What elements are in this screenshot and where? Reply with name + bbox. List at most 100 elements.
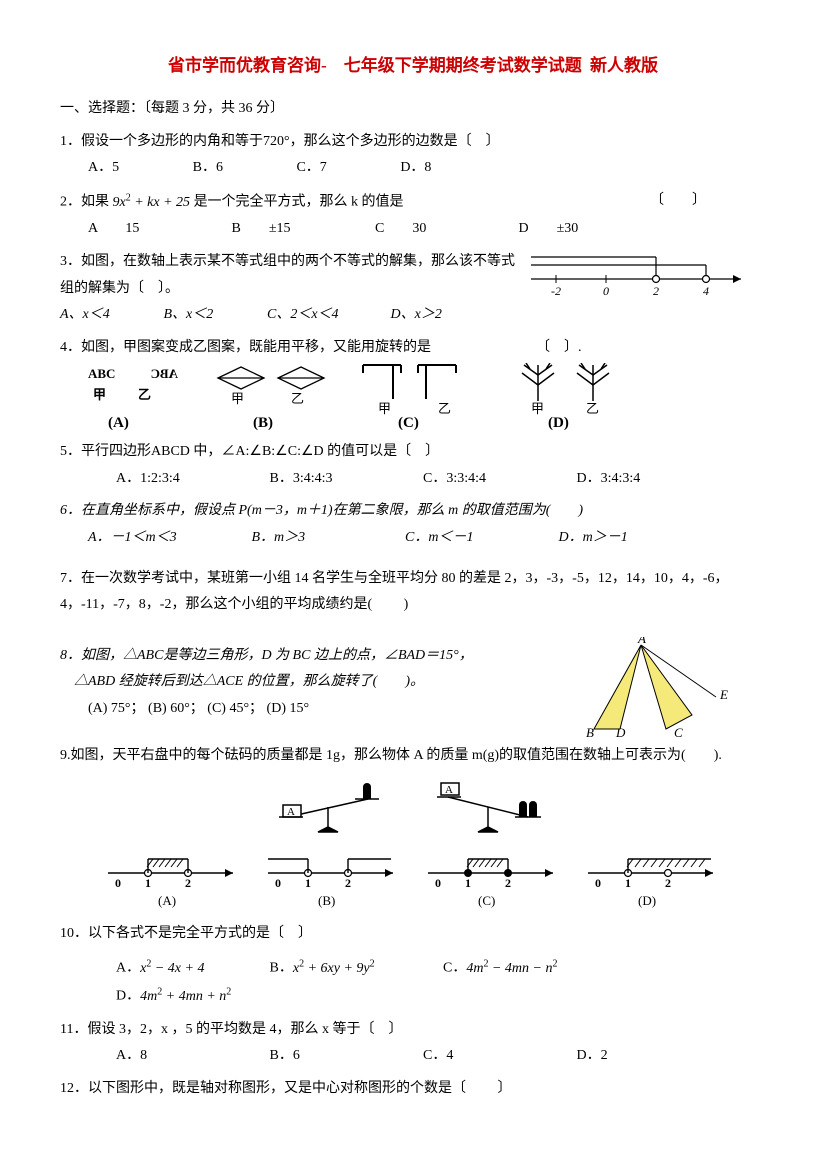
svg-text:A: A	[637, 637, 646, 646]
q6-text: 6．在直角坐标系中，假设点 P(m－3，m＋1)在第二象限，那么 m 的取值范围…	[60, 498, 766, 525]
q3-options: A、x＜4 B、x＜2 C、2＜x＜4 D、x＞2	[60, 302, 766, 329]
q3-opt-b: B、x＜2	[164, 302, 264, 329]
q5-opt-a: A．1:2:3:4	[116, 466, 266, 493]
q3-opt-d: D、x＞2	[391, 302, 491, 329]
svg-text:0: 0	[435, 876, 441, 890]
svg-text:-2: -2	[551, 284, 561, 297]
q6-options: A．－1＜m＜3 B．m＞3 C．m＜－1 D．m＞－1	[60, 525, 766, 552]
question-6: 6．在直角坐标系中，假设点 P(m－3，m＋1)在第二象限，那么 m 的取值范围…	[60, 498, 766, 551]
q5-opt-c: C．3:3:4:4	[423, 466, 573, 493]
q2-opt-a: A 15	[88, 216, 228, 243]
q6-opt-d: D．m＞－1	[559, 525, 679, 552]
q2-expr: 9x2 + kx + 25	[113, 195, 191, 210]
q5-text: 5．平行四边形ABCD 中，∠A:∠B:∠C:∠D 的值可以是〔 〕	[60, 439, 766, 466]
q4-text: 4．如图，甲图案变成乙图案，既能用平移，又能用旋转的是 〔 〕.	[60, 335, 766, 362]
q11-opt-a: A．8	[116, 1043, 266, 1070]
svg-text:甲: 甲	[378, 401, 391, 416]
q2-paren: 〔 〕	[650, 188, 706, 215]
svg-text:D: D	[615, 725, 626, 737]
q11-opt-c: C．4	[423, 1043, 573, 1070]
question-2: 2．如果 9x2 + kx + 25 是一个完全平方式，那么 k 的值是 〔 〕…	[60, 188, 766, 243]
q10-opt-b: B．x2 + 6xy + 9y2	[270, 954, 440, 982]
svg-text:B: B	[586, 725, 594, 737]
q1-opt-d: D．8	[400, 155, 431, 182]
svg-text:E: E	[719, 687, 728, 702]
q5-options: A．1:2:3:4 B．3:4:4:3 C．3:3:4:4 D．3:4:3:4	[60, 466, 766, 493]
svg-text:(C): (C)	[478, 893, 495, 908]
q12-text: 12．以下图形中，既是轴对称图形，又是中心对称图形的个数是〔 〕	[60, 1076, 766, 1103]
question-12: 12．以下图形中，既是轴对称图形，又是中心对称图形的个数是〔 〕	[60, 1076, 766, 1103]
svg-text:0: 0	[115, 876, 121, 890]
q11-opt-d: D．2	[577, 1043, 697, 1070]
svg-text:2: 2	[665, 876, 671, 890]
question-1: 1．假设一个多边形的内角和等于720°，那么这个多边形的边数是〔 〕 A．5 B…	[60, 129, 766, 182]
svg-text:A: A	[287, 806, 295, 818]
q3-opt-a: A、x＜4	[60, 302, 160, 329]
svg-text:乙: 乙	[438, 401, 451, 416]
q2-opt-d: D ±30	[519, 216, 659, 243]
svg-text:甲: 甲	[531, 401, 544, 416]
q11-text: 11．假设 3，2，x ，5 的平均数是 4，那么 x 等于〔 〕	[60, 1017, 766, 1044]
q6-opt-b: B．m＞3	[252, 525, 402, 552]
q7-line2: 4，-11，-7，8，-2，那么这个小组的平均成绩约是( )	[60, 592, 766, 619]
q1-options: A．5 B．6 C．7 D．8	[88, 155, 766, 182]
q10-opt-d: D．4m2 + 4mn + n2	[116, 982, 266, 1010]
q9-text: 9.如图，天平右盘中的每个砝码的质量都是 1g，那么物体 A 的质量 m(g)的…	[60, 743, 766, 770]
svg-text:甲: 甲	[93, 387, 106, 402]
q2-suffix: 是一个完全平方式，那么 k 的值是	[194, 195, 404, 210]
q3-opt-c: C、2＜x＜4	[267, 302, 387, 329]
svg-text:ABC: ABC	[151, 366, 178, 381]
q2-prefix: 2．如果	[60, 195, 109, 210]
svg-text:乙: 乙	[586, 401, 599, 416]
q10-options: A．x2 − 4x + 4 B．x2 + 6xy + 9y2 C．4m2 − 4…	[60, 954, 766, 1011]
q8-figure: A B D C E	[556, 637, 736, 737]
question-9: 9.如图，天平右盘中的每个砝码的质量都是 1g，那么物体 A 的质量 m(g)的…	[60, 743, 766, 916]
question-7: 7．在一次数学考试中，某班第一小组 14 名学生与全班平均分 80 的差是 2，…	[60, 566, 766, 619]
q11-options: A．8 B．6 C．4 D．2	[60, 1043, 766, 1070]
q6-opt-a: A．－1＜m＜3	[88, 525, 248, 552]
svg-text:ABC: ABC	[88, 366, 115, 381]
svg-text:1: 1	[465, 876, 471, 890]
q2-opt-c: C 30	[375, 216, 515, 243]
svg-text:2: 2	[345, 876, 351, 890]
page-title: 省市学而优教育咨询- 七年级下学期期终考试数学试题 新人教版	[60, 50, 766, 82]
svg-text:0: 0	[595, 876, 601, 890]
svg-text:0: 0	[275, 876, 281, 890]
q9-balance-figures: A A	[60, 777, 766, 837]
question-4: 4．如图，甲图案变成乙图案，既能用平移，又能用旋转的是 〔 〕. ABC ABC…	[60, 335, 766, 434]
svg-text:1: 1	[625, 876, 631, 890]
svg-text:乙: 乙	[138, 387, 151, 402]
q1-opt-b: B．6	[193, 155, 223, 182]
q10-opt-a: A．x2 − 4x + 4	[116, 954, 266, 982]
q2-opt-b: B ±15	[232, 216, 372, 243]
svg-text:甲: 甲	[231, 391, 244, 406]
svg-text:乙: 乙	[291, 391, 304, 406]
svg-text:(B): (B)	[318, 893, 335, 908]
q6-opt-c: C．m＜－1	[405, 525, 555, 552]
q1-opt-c: C．7	[296, 155, 326, 182]
svg-text:4: 4	[703, 284, 709, 297]
svg-text:2: 2	[505, 876, 511, 890]
svg-text:(A): (A)	[158, 893, 176, 908]
svg-text:2: 2	[185, 876, 191, 890]
svg-text:(D): (D)	[638, 893, 656, 908]
q1-text: 1．假设一个多边形的内角和等于720°，那么这个多边形的边数是〔 〕	[60, 129, 766, 156]
question-5: 5．平行四边形ABCD 中，∠A:∠B:∠C:∠D 的值可以是〔 〕 A．1:2…	[60, 439, 766, 492]
q11-opt-b: B．6	[270, 1043, 420, 1070]
svg-text:(C): (C)	[398, 415, 419, 431]
question-3: -20 24 3．如图，在数轴上表示某不等式组中的两个不等式的解集，那么该不等式…	[60, 249, 766, 329]
svg-text:(A): (A)	[108, 415, 129, 431]
svg-text:2: 2	[653, 284, 659, 297]
q1-opt-a: A．5	[88, 155, 119, 182]
svg-text:1: 1	[305, 876, 311, 890]
q7-line1: 7．在一次数学考试中，某班第一小组 14 名学生与全班平均分 80 的差是 2，…	[60, 566, 766, 593]
svg-text:(B): (B)	[253, 415, 273, 431]
q10-text: 10．以下各式不是完全平方式的是〔 〕	[60, 921, 766, 948]
svg-text:1: 1	[145, 876, 151, 890]
question-8: A B D C E 8．如图，△ABC是等边三角形，D 为 BC 边上的点，∠B…	[60, 643, 766, 737]
question-11: 11．假设 3，2，x ，5 的平均数是 4，那么 x 等于〔 〕 A．8 B．…	[60, 1017, 766, 1070]
svg-text:(D): (D)	[548, 415, 569, 431]
q9-numberline-options: 0 1 2 (A) 0 1 2 (B)	[60, 845, 766, 915]
q10-opt-c: C．4m2 − 4mn − n2	[443, 954, 613, 982]
section-heading: 一、选择题：〔每题 3 分，共 36 分〕	[60, 96, 766, 123]
